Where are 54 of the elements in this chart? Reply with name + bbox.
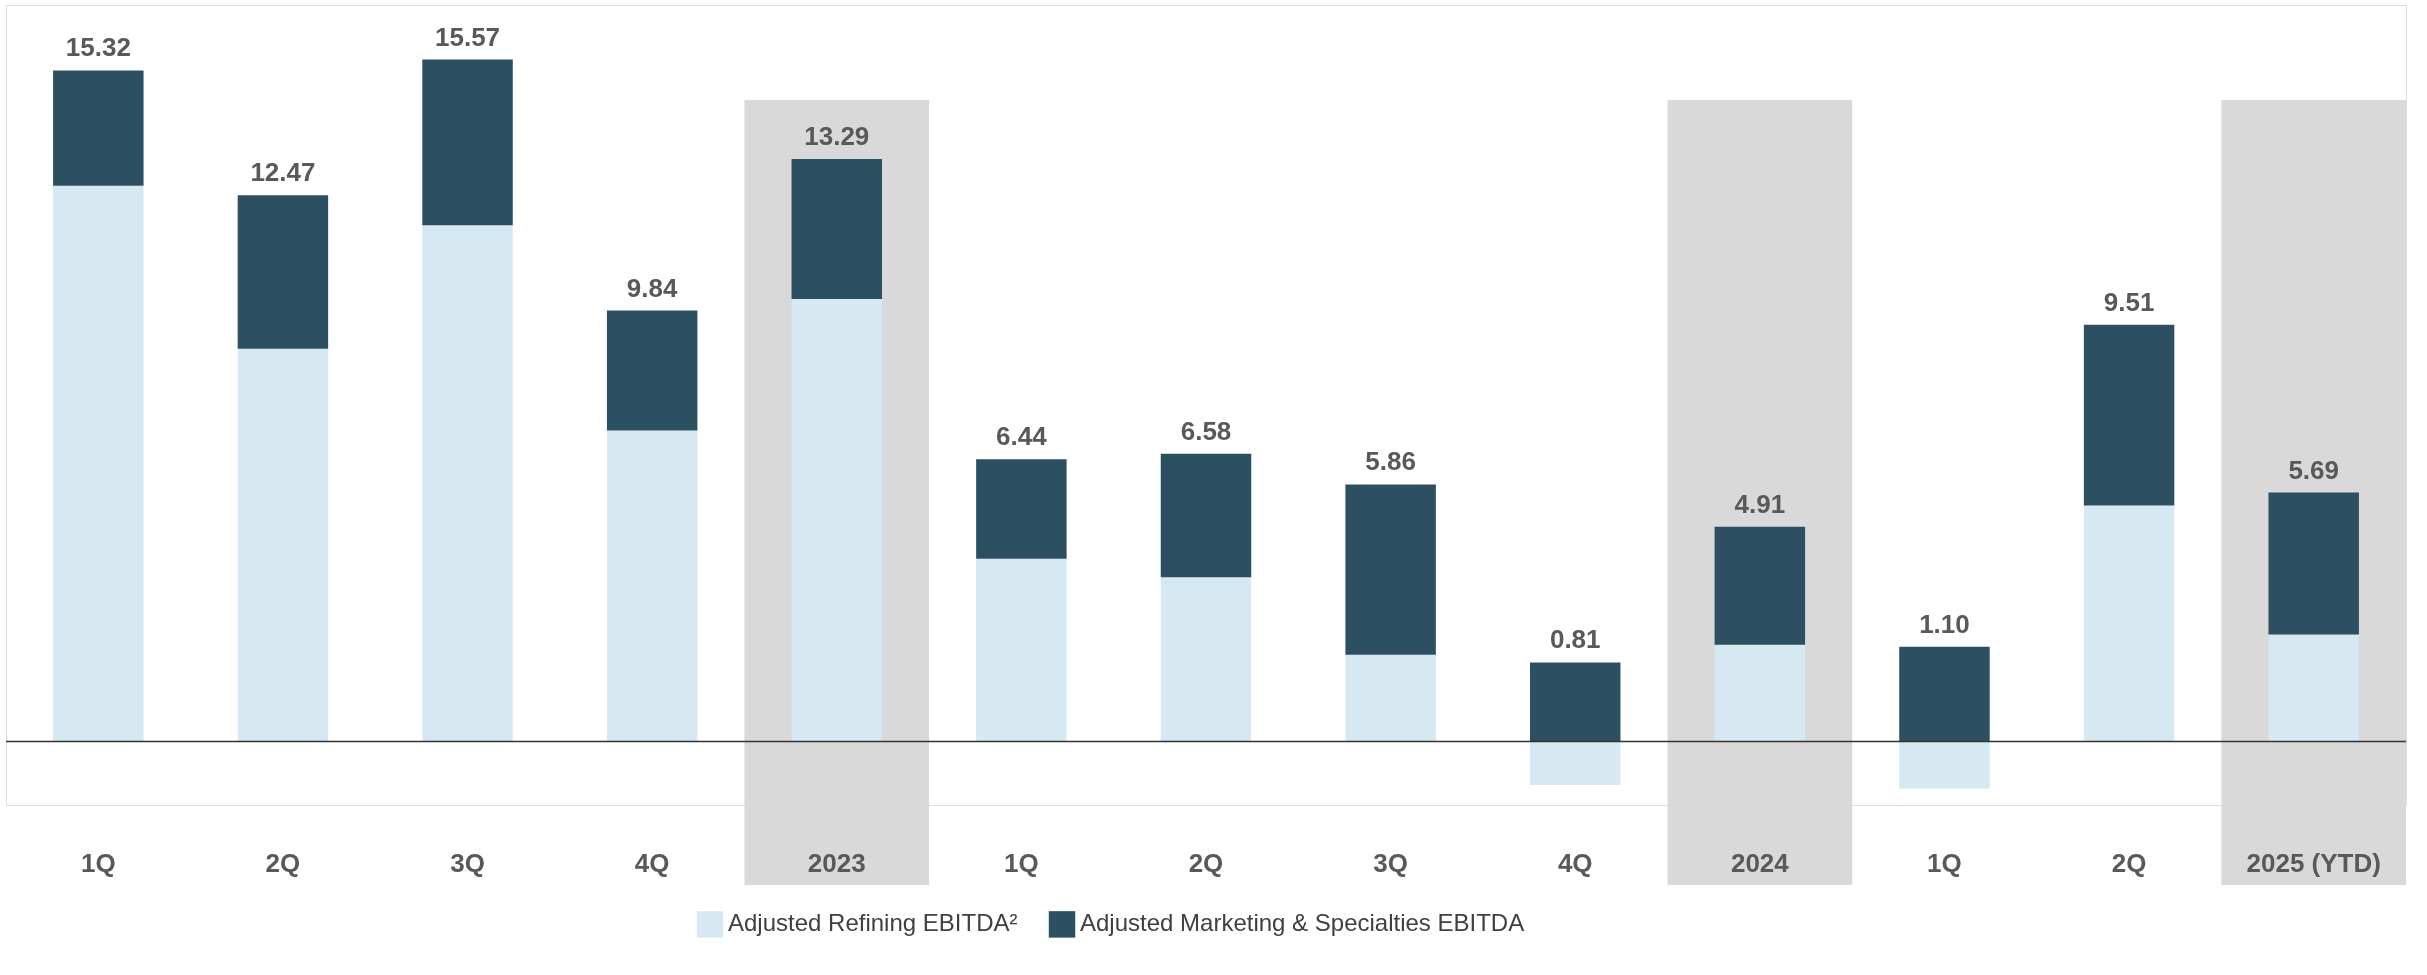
bar (791, 159, 882, 299)
annotation: 5.86 (1365, 446, 1416, 477)
annotation: 9.51 (2103, 286, 2155, 317)
bar (1345, 654, 1436, 742)
bar (606, 430, 698, 742)
bar (606, 310, 698, 431)
bar (2268, 492, 2359, 635)
legend-label: Adjusted Marketing & Specialties EBITDA (1080, 909, 1525, 937)
annotation: 1.10 (1919, 608, 1970, 639)
annotation: 6.44 (996, 421, 1048, 452)
x-tick-label: 2024 (1730, 847, 1790, 878)
bar (1345, 484, 1436, 655)
bar (1899, 741, 1990, 789)
x-tick-label: 4Q (634, 847, 670, 878)
bar (1160, 453, 1252, 578)
x-tick-label: 2Q (2111, 847, 2147, 878)
bar (2268, 634, 2359, 742)
bar (791, 298, 882, 742)
x-tick-label: 1Q (1927, 847, 1962, 878)
bar (976, 459, 1067, 559)
text: 15.57 (435, 21, 501, 52)
bar (2083, 505, 2175, 742)
x-tick-label: 1Q (1004, 847, 1039, 878)
bar (53, 70, 144, 186)
annotation: 0.81 (1549, 624, 1601, 655)
bar (1714, 644, 1806, 742)
x-tick-label: 3Q (450, 847, 485, 878)
x-tick-label: 2Q (265, 847, 301, 878)
annotation: 5.69 (2288, 454, 2339, 485)
annotation: 12.47 (250, 157, 316, 188)
bar (422, 225, 513, 742)
legend-label: Adjusted Refining EBITDA² (728, 909, 1018, 937)
bar (976, 558, 1067, 742)
bar (1899, 646, 1990, 742)
bar (1530, 741, 1621, 786)
annotation: 4.91 (1734, 488, 1786, 519)
annotation: 6.58 (1180, 415, 1232, 446)
x-tick-label: 2Q (1188, 847, 1224, 878)
bar (237, 195, 329, 349)
bar (53, 185, 144, 742)
annotation: 13.29 (804, 121, 870, 152)
x-tick-label: 2025 (YTD) (2246, 847, 2381, 878)
x-tick-label: 2023 (807, 847, 866, 878)
bar (422, 59, 513, 226)
bar (237, 348, 329, 742)
annotation: 9.84 (626, 272, 678, 303)
bar (2083, 324, 2175, 506)
bar (1160, 577, 1252, 742)
bar (1530, 662, 1621, 742)
x-tick-label: 1Q (80, 847, 116, 878)
x-tick-label: 3Q (1373, 847, 1408, 878)
x-tick-label: 4Q (1557, 847, 1593, 878)
annotation: 15.32 (65, 32, 131, 63)
bar (1714, 526, 1806, 645)
